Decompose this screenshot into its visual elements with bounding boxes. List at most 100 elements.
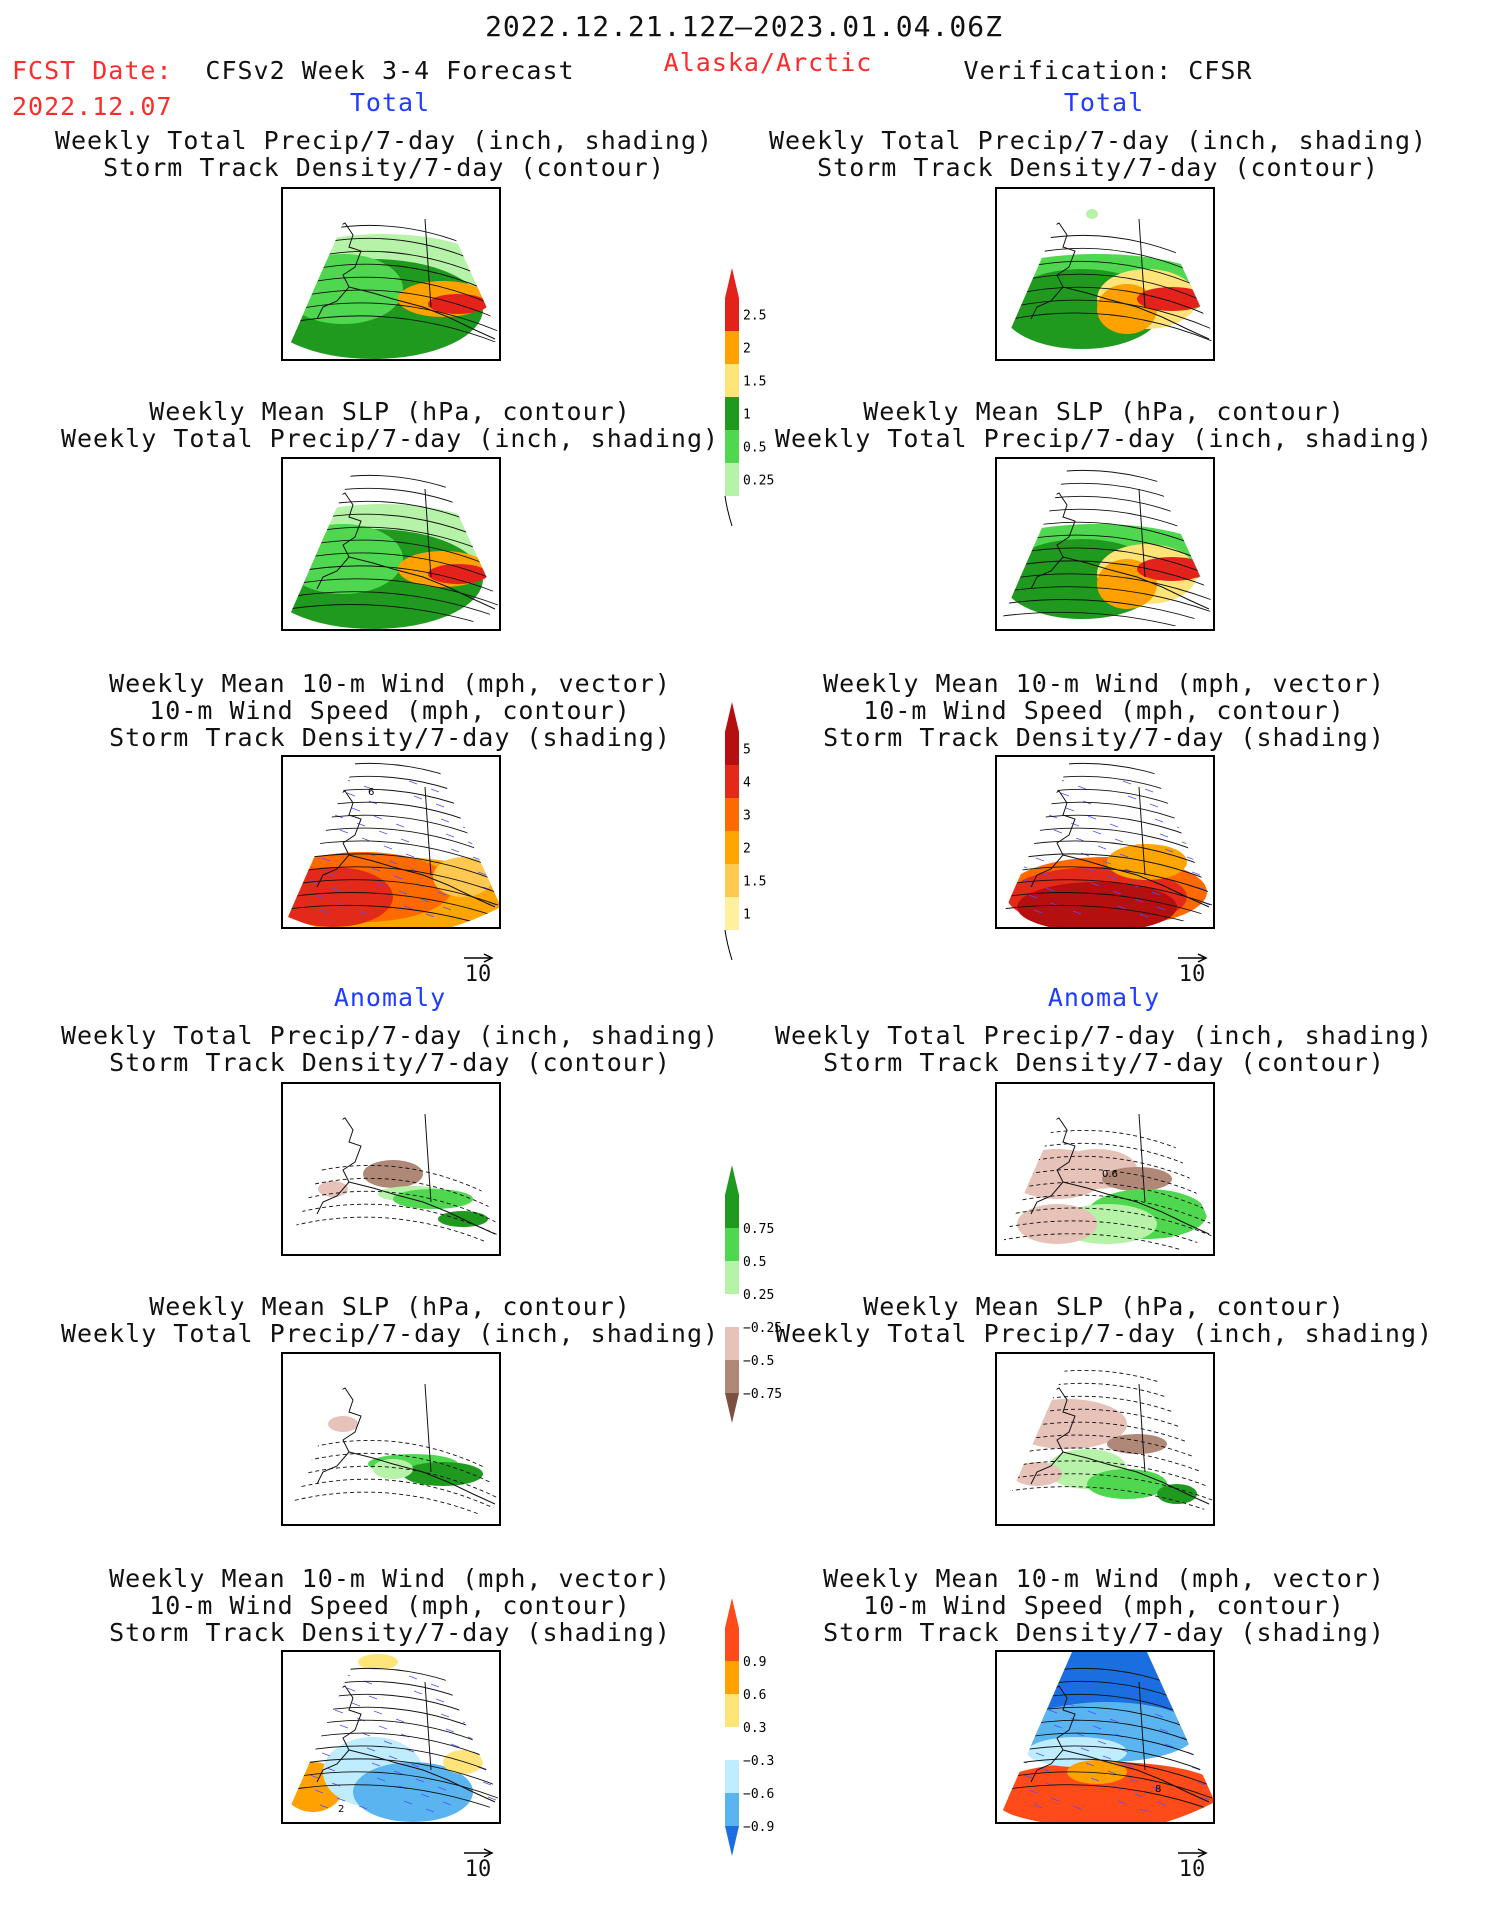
coastline (348, 1749, 496, 1803)
wind-vector (1075, 837, 1085, 842)
contour-line (1002, 1395, 1213, 1429)
shaded-region (1087, 1469, 1167, 1499)
wind-vector (1077, 785, 1087, 790)
map-panel-fcst-total-wind: 6 (281, 755, 501, 929)
section-anomaly-right: Anomaly (1047, 983, 1161, 1012)
wind-vector (445, 1728, 455, 1733)
contour-line (1002, 1220, 1213, 1249)
wind-vector (1112, 890, 1122, 895)
contour-line (1002, 1460, 1213, 1489)
contour-line (288, 1784, 499, 1811)
colorbar-label: 2 (743, 342, 751, 357)
vector-ref-label: 10 (464, 962, 492, 987)
wind-vector (373, 1710, 383, 1715)
contour-line (1002, 599, 1213, 625)
wind-vector (1196, 886, 1206, 891)
contour-line (1002, 1771, 1213, 1799)
wind-vector (1156, 906, 1166, 911)
coastline (316, 492, 362, 590)
shaded-region (1137, 287, 1207, 311)
vector-ref-arrow (462, 950, 494, 964)
colorbar-arrow-top (725, 1165, 739, 1195)
wind-vector (489, 849, 499, 854)
wind-vector (339, 829, 349, 834)
wind-vector (371, 867, 381, 872)
wind-vector (1191, 1766, 1201, 1771)
wind-vector (400, 838, 410, 843)
wind-vector (398, 890, 408, 895)
wind-vector (415, 1778, 425, 1783)
contour-line (288, 892, 499, 918)
contour-line (1002, 1434, 1213, 1465)
wind-vector (1139, 1808, 1149, 1813)
colorbar-arrow-bottom (725, 1393, 739, 1423)
wind-vector (373, 815, 383, 820)
colorbar-arrow-top (725, 702, 739, 732)
coastline (1138, 488, 1146, 578)
wind-vector (450, 848, 460, 853)
wind-vector (1035, 857, 1045, 862)
coastline (316, 1387, 362, 1485)
wind-vector (403, 905, 413, 910)
wind-vector (395, 823, 405, 828)
colorbar-swatch (725, 897, 739, 930)
contour-line (1002, 1382, 1213, 1417)
vector-ref-arrow (1176, 950, 1208, 964)
fcst-date-label: FCST Date: (12, 56, 173, 85)
wind-vector (1151, 1786, 1161, 1791)
contour-line (288, 1177, 499, 1212)
panel-title: Weekly Mean SLP (hPa, contour) Weekly Tot… (774, 1292, 1434, 1348)
colorbar-swatch (725, 1727, 739, 1760)
shaded-region (1017, 1204, 1097, 1244)
wind-vector (425, 1808, 435, 1813)
panel-title: Weekly Mean SLP (hPa, contour) Weekly Tot… (60, 1292, 720, 1348)
contour-label: 8 (1155, 1784, 1161, 1795)
wind-vector (457, 811, 467, 816)
colorbar-label: 2.5 (743, 309, 766, 324)
wind-vector (1070, 822, 1080, 827)
wind-vector (447, 1676, 457, 1681)
wind-vector (1134, 898, 1144, 903)
wind-vector (1154, 1713, 1164, 1718)
wind-vector (1060, 1687, 1070, 1692)
map-panel-obs-total-wind (995, 755, 1215, 929)
wind-vector (1159, 1728, 1169, 1733)
wind-vector (452, 796, 462, 801)
contour-line (288, 1216, 499, 1248)
shaded-region (1157, 1484, 1197, 1504)
wind-vector (1043, 1694, 1053, 1699)
wind-vector (1092, 830, 1102, 835)
wind-vector (1033, 909, 1043, 914)
wind-vector (346, 792, 356, 797)
shaded-region (363, 1160, 423, 1188)
wind-vector (1193, 819, 1203, 824)
panel-title: Weekly Total Precip/7-day (inch, shading… (774, 1021, 1434, 1077)
coastline (348, 854, 496, 908)
coastline (1062, 286, 1210, 340)
coastline (1030, 1117, 1076, 1215)
wind-vector (1119, 853, 1129, 858)
wind-vector (1028, 894, 1038, 899)
wind-vector (1045, 1782, 1055, 1787)
contour-line (1002, 1168, 1213, 1201)
wind-vector (1053, 1724, 1063, 1729)
wind-vector (1154, 818, 1164, 823)
colorbar-swatch (725, 1661, 739, 1694)
wind-vector (358, 1805, 368, 1810)
wind-vector (435, 803, 445, 808)
contour-line (1002, 1758, 1213, 1787)
wind-vector (1035, 1752, 1045, 1757)
wind-vector (319, 1804, 329, 1809)
contour-line (1002, 1129, 1213, 1165)
wind-vector (1124, 1763, 1134, 1768)
wind-vector (339, 1724, 349, 1729)
colorbar-swatch (725, 1294, 739, 1327)
wind-vector (1127, 795, 1137, 800)
coastline (1138, 218, 1146, 308)
contour-line (1002, 573, 1213, 601)
wind-vector (326, 872, 336, 877)
contour-line (1002, 1233, 1213, 1254)
colorbar-label: 3 (743, 809, 751, 824)
contour-line (1002, 1447, 1213, 1477)
wind-vector (1203, 849, 1213, 854)
